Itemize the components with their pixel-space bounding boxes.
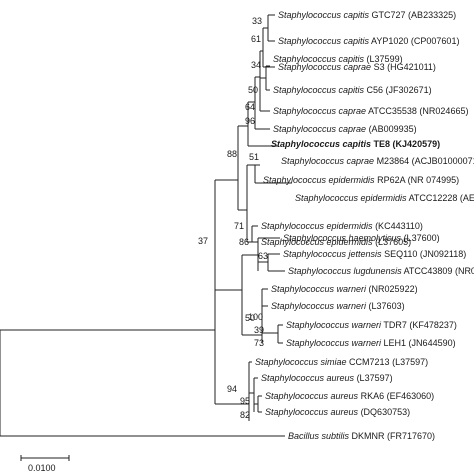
bootstrap-value: 73 xyxy=(254,338,264,348)
leaf-label: Staphylococcus warneri (L37603) xyxy=(271,301,405,311)
bootstrap-value: 33 xyxy=(252,16,262,26)
leaf-label: Bacillus subtilis DKMNR (FR717670) xyxy=(288,431,435,441)
bootstrap-value: 63 xyxy=(258,251,268,261)
bootstrap-value: 88 xyxy=(227,149,237,159)
leaf-label: Staphylococcus warneri LEH1 (JN644590) xyxy=(286,338,456,348)
bootstrap-value: 64 xyxy=(245,102,255,112)
bootstrap-value: 34 xyxy=(251,60,261,70)
leaf-label: Staphylococcus lugdunensis ATCC43809 (NR… xyxy=(288,266,474,276)
bootstrap-value: 50 xyxy=(245,313,255,323)
leaf-label: Staphylococcus epidermidis (KC443110) xyxy=(261,221,423,231)
scale-bar-line xyxy=(20,455,70,461)
leaf-label: Staphylococcus aureus (DQ630753) xyxy=(265,407,410,417)
bootstrap-value: 71 xyxy=(234,221,244,231)
bootstrap-value: 61 xyxy=(251,34,261,44)
leaf-label: Staphylococcus capitis AYP1020 (CP007601… xyxy=(278,36,459,46)
leaf-label: Staphylococcus capitis C56 (JF302671) xyxy=(273,85,432,95)
leaf-label: Staphylococcus capitis GTC727 (AB233325) xyxy=(278,10,456,20)
bootstrap-value: 94 xyxy=(227,384,237,394)
bootstrap-value: 39 xyxy=(254,325,264,335)
bootstrap-values: 33 61 34 50 64 96 88 51 71 86 37 63 50 1… xyxy=(198,16,268,420)
leaf-label: Staphylococcus jettensis SEQ110 (JN09211… xyxy=(283,249,466,259)
leaf-label: Staphylococcus warneri (NR025922) xyxy=(271,284,418,294)
bootstrap-value: 37 xyxy=(198,236,208,246)
leaf-label: Staphylococcus haemolyticus (L37600) xyxy=(283,233,440,243)
leaf-label: Staphylococcus caprae M23864 (ACJB010000… xyxy=(281,156,474,166)
leaf-label: Staphylococcus caprae (AB009935) xyxy=(273,124,417,134)
bootstrap-value: 86 xyxy=(239,237,249,247)
leaf-label: Staphylococcus epidermidis RP62A (NR 074… xyxy=(263,175,459,185)
tree-leaf-labels: Staphylococcus capitis GTC727 (AB233325)… xyxy=(255,10,474,441)
leaf-label: Staphylococcus capitis (L37599) xyxy=(273,54,403,64)
leaf-label: Staphylococcus epidermidis ATCC12228 (AE… xyxy=(295,193,474,203)
leaf-label: Staphylococcus warneri TDR7 (KF478237) xyxy=(286,320,457,330)
branch-root-outgroup xyxy=(0,330,285,437)
tree-branches xyxy=(0,14,292,437)
bootstrap-value: 50 xyxy=(248,85,258,95)
scale-bar: 0.0100 xyxy=(20,455,70,473)
leaf-label: Staphylococcus epidermidis (L37605) xyxy=(261,237,411,247)
leaf-label-highlighted: Staphylococcus capitis TE8 (KJ420579) xyxy=(271,139,440,149)
bootstrap-value: 95 xyxy=(240,396,250,406)
leaf-label: Staphylococcus aureus (L37597) xyxy=(261,373,393,383)
scale-bar-label: 0.0100 xyxy=(28,463,56,473)
bootstrap-value: 82 xyxy=(240,410,250,420)
leaf-label: Staphylococcus caprae S3 (HG421011) xyxy=(278,62,436,72)
leaf-label: Staphylococcus caprae ATCC35538 (NR02466… xyxy=(273,106,468,116)
leaf-label: Staphylococcus aureus RKA6 (EF463060) xyxy=(265,391,434,401)
bootstrap-value: 51 xyxy=(249,152,259,162)
leaf-label: Staphylococcus simiae CCM7213 (L37597) xyxy=(255,357,428,367)
bootstrap-value: 96 xyxy=(245,116,255,126)
bootstrap-value: 100 xyxy=(248,312,263,322)
